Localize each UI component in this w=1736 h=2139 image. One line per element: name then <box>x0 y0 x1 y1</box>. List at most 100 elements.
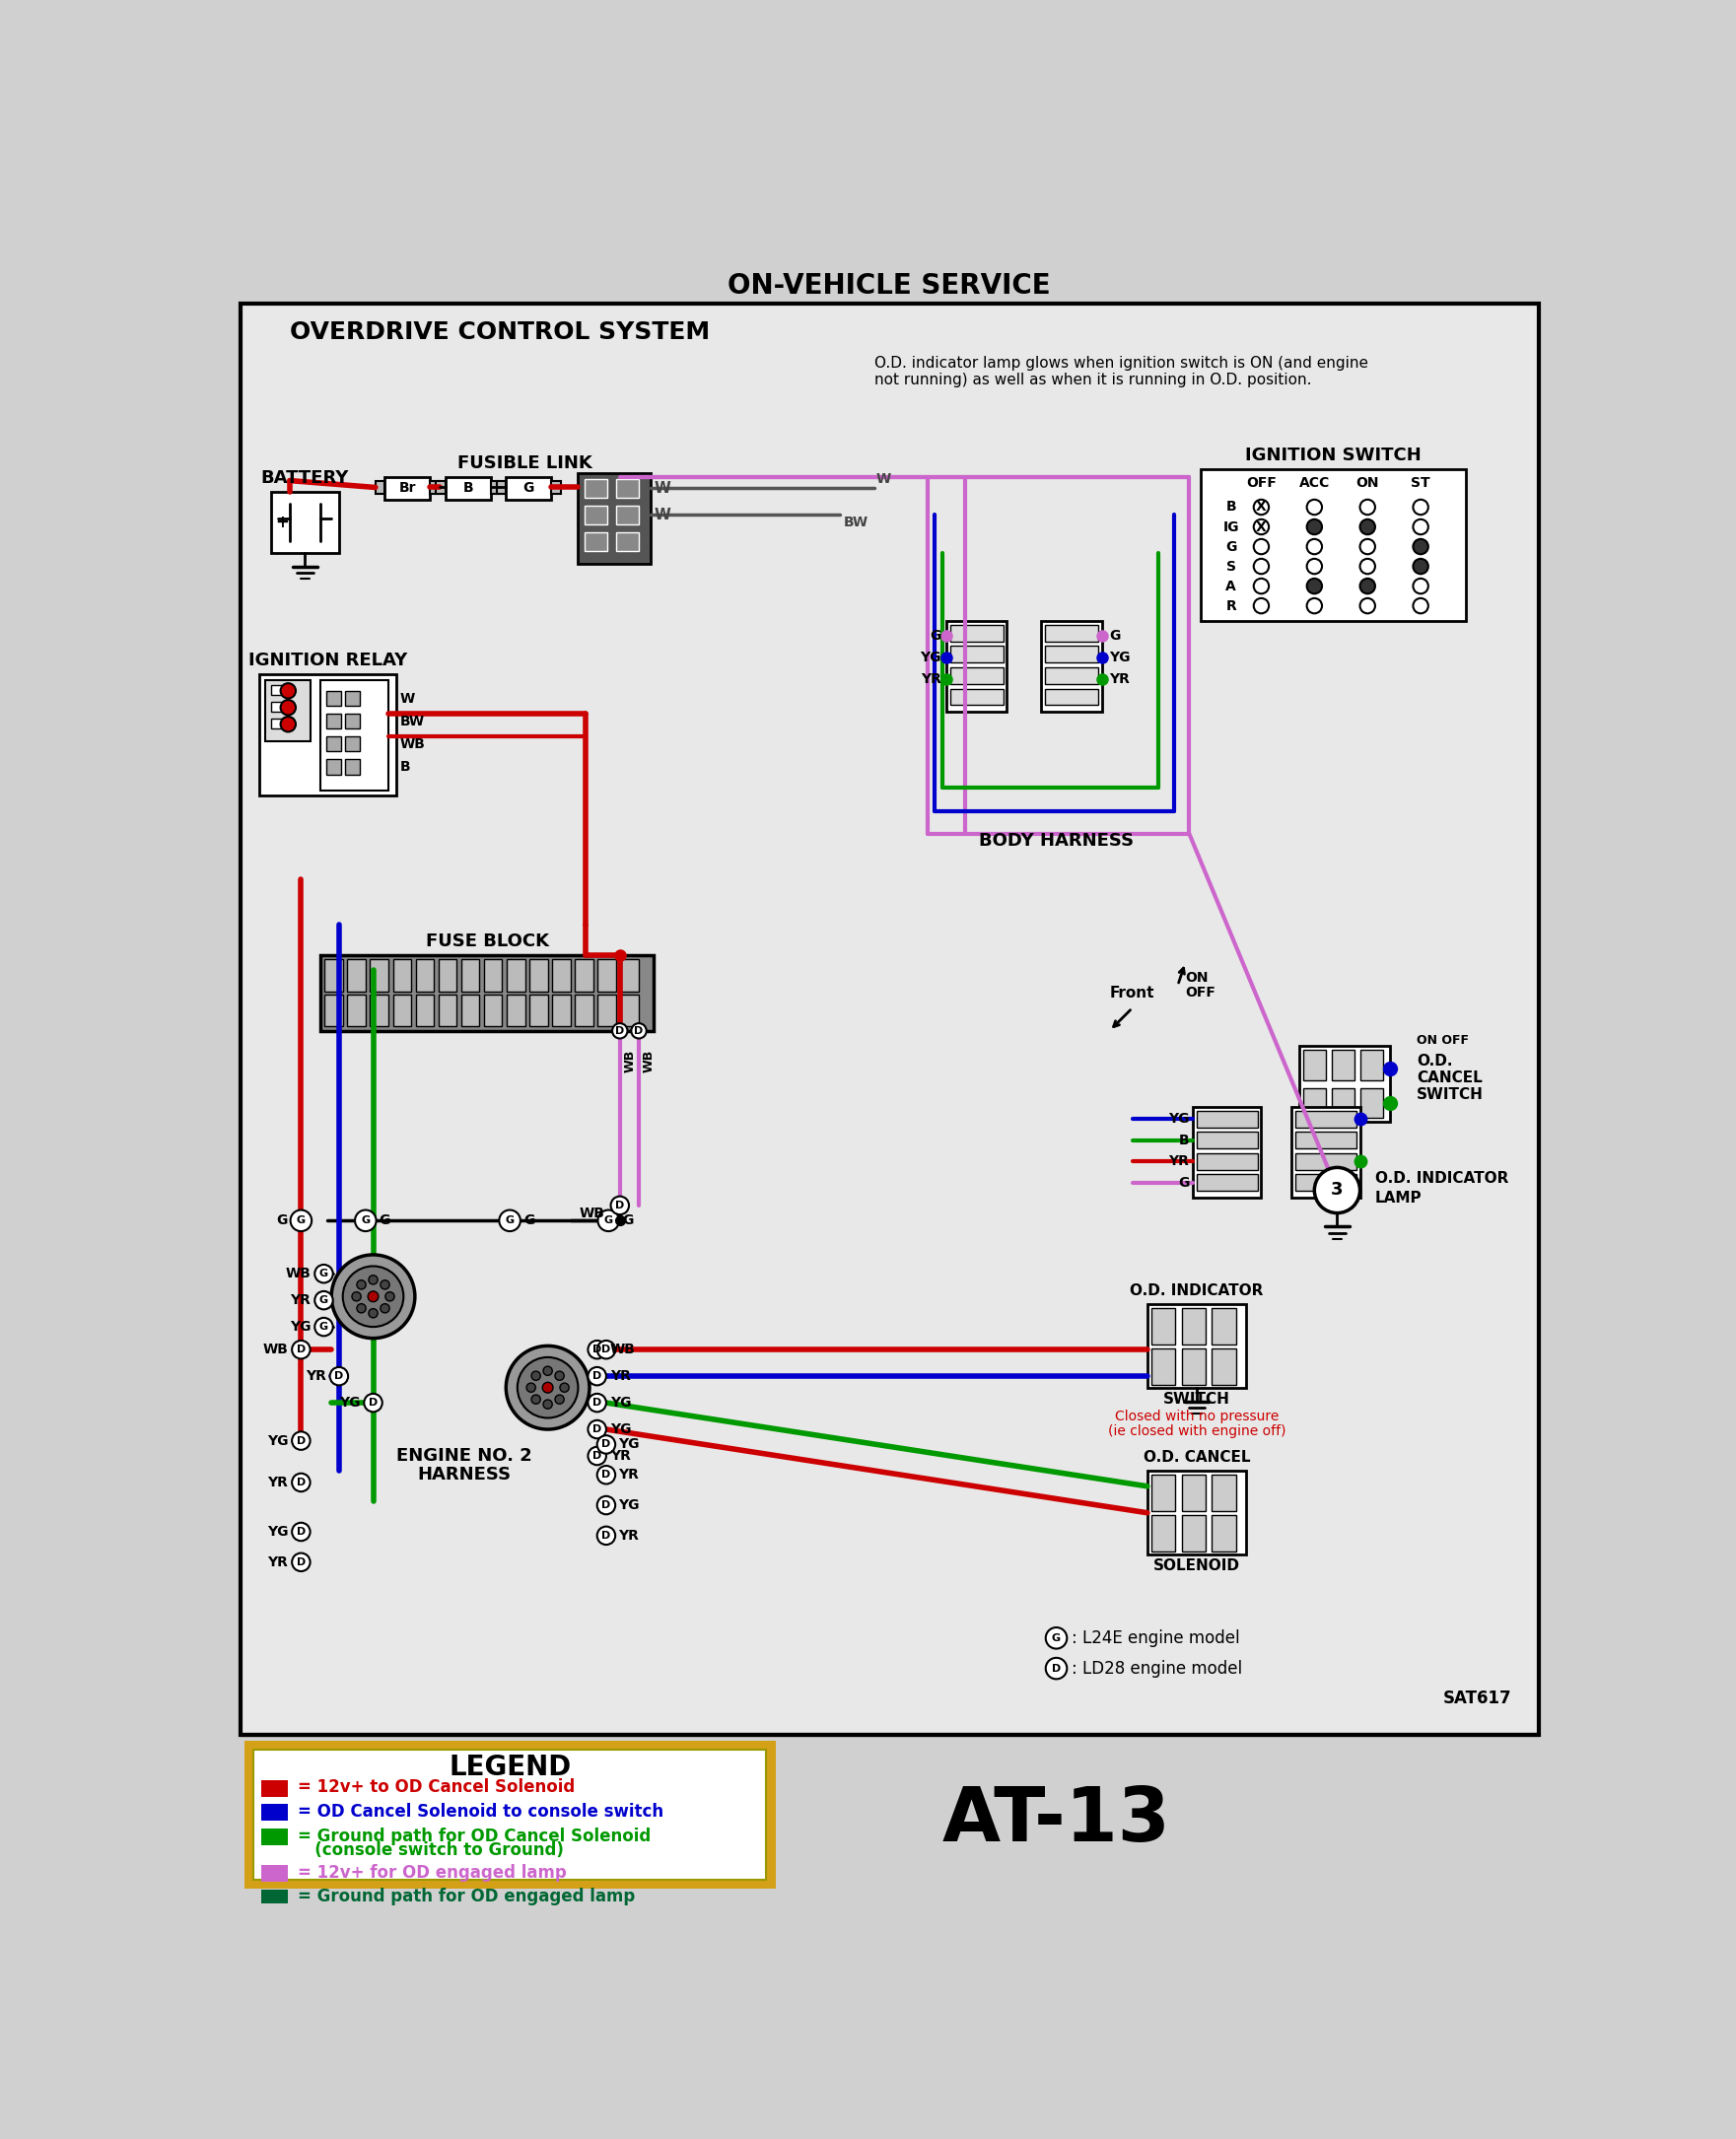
Circle shape <box>314 1292 333 1309</box>
Text: D: D <box>335 1371 344 1382</box>
Circle shape <box>1413 501 1429 515</box>
Text: IGNITION RELAY: IGNITION RELAY <box>248 652 406 670</box>
Text: G: G <box>361 1215 370 1226</box>
Text: D: D <box>602 1499 611 1510</box>
Circle shape <box>365 1395 382 1412</box>
Circle shape <box>500 1211 521 1232</box>
Bar <box>585 505 608 524</box>
Bar <box>375 481 385 494</box>
Text: SAT617: SAT617 <box>1443 1690 1512 1707</box>
Circle shape <box>505 1345 590 1429</box>
Text: OVERDRIVE CONTROL SYSTEM: OVERDRIVE CONTROL SYSTEM <box>290 321 710 344</box>
Text: G: G <box>276 1213 288 1228</box>
Bar <box>325 960 342 990</box>
Text: OFF: OFF <box>1186 986 1215 999</box>
Circle shape <box>597 1341 615 1358</box>
Circle shape <box>526 1384 536 1392</box>
Text: YR: YR <box>609 1369 630 1384</box>
Bar <box>1045 625 1099 642</box>
Text: YG: YG <box>1168 1112 1189 1125</box>
Text: D: D <box>602 1440 611 1450</box>
Bar <box>347 995 366 1027</box>
Bar <box>271 702 286 712</box>
Text: B: B <box>1179 1134 1189 1147</box>
Circle shape <box>613 1022 627 1037</box>
Bar <box>1304 1089 1326 1119</box>
Text: G: G <box>1226 539 1236 554</box>
Bar <box>319 954 654 1031</box>
Circle shape <box>292 1431 311 1450</box>
Text: D: D <box>602 1469 611 1480</box>
Text: G: G <box>319 1322 328 1333</box>
Circle shape <box>358 1305 366 1313</box>
Bar <box>370 995 389 1027</box>
Bar <box>1212 1348 1236 1384</box>
Circle shape <box>556 1371 564 1380</box>
Bar <box>1045 689 1099 706</box>
Circle shape <box>1359 539 1375 554</box>
Bar <box>1212 1476 1236 1512</box>
Bar <box>496 481 505 494</box>
Bar <box>266 680 311 740</box>
Bar <box>271 719 286 729</box>
Text: D: D <box>297 1345 306 1354</box>
Text: D: D <box>615 1027 625 1035</box>
Text: ON-VEHICLE SERVICE: ON-VEHICLE SERVICE <box>727 272 1050 299</box>
Bar <box>1151 1307 1175 1343</box>
Circle shape <box>556 1395 564 1403</box>
Text: O.D.: O.D. <box>1417 1055 1453 1070</box>
Bar <box>507 960 524 990</box>
Bar <box>597 960 616 990</box>
Text: D: D <box>602 1345 611 1354</box>
Polygon shape <box>1094 971 1246 1061</box>
Text: WB: WB <box>580 1206 604 1219</box>
Text: : LD28 engine model: : LD28 engine model <box>1071 1660 1243 1677</box>
Text: G: G <box>930 629 941 644</box>
Circle shape <box>1307 578 1323 595</box>
Text: = Ground path for OD Cancel Solenoid: = Ground path for OD Cancel Solenoid <box>297 1827 651 1846</box>
Text: D: D <box>1052 1664 1061 1673</box>
Circle shape <box>1413 599 1429 614</box>
Text: (console switch to Ground): (console switch to Ground) <box>297 1842 562 1859</box>
Text: WB: WB <box>262 1343 288 1356</box>
Bar <box>1147 1472 1246 1555</box>
Circle shape <box>1307 501 1323 515</box>
Circle shape <box>281 699 295 714</box>
Circle shape <box>561 1384 569 1392</box>
Bar <box>385 477 431 501</box>
Text: YR: YR <box>290 1294 311 1307</box>
Text: Br: Br <box>399 481 417 494</box>
Text: = Ground path for OD engaged lamp: = Ground path for OD engaged lamp <box>297 1889 635 1906</box>
Circle shape <box>314 1264 333 1283</box>
Text: D: D <box>297 1527 306 1536</box>
Text: BODY HARNESS: BODY HARNESS <box>979 832 1134 849</box>
Circle shape <box>597 1211 620 1232</box>
Text: CANCEL: CANCEL <box>1417 1070 1483 1084</box>
Text: S: S <box>1226 560 1236 573</box>
Text: ON: ON <box>1356 477 1378 490</box>
Bar <box>392 960 411 990</box>
Circle shape <box>632 1022 646 1037</box>
Bar <box>505 477 552 501</box>
Circle shape <box>1253 539 1269 554</box>
Circle shape <box>354 1211 377 1232</box>
Circle shape <box>1359 578 1375 595</box>
Text: R: R <box>1226 599 1236 612</box>
Bar <box>260 1829 288 1846</box>
Bar <box>253 1750 766 1880</box>
Circle shape <box>589 1341 606 1358</box>
Text: G: G <box>1052 1634 1061 1643</box>
Text: D: D <box>592 1371 602 1382</box>
Bar <box>392 995 411 1027</box>
Text: OFF: OFF <box>1246 477 1276 490</box>
Bar <box>1361 1089 1384 1119</box>
Text: FUSIBLE LINK: FUSIBLE LINK <box>458 453 592 473</box>
Text: G: G <box>524 1213 535 1228</box>
Circle shape <box>1359 501 1375 515</box>
Text: HARNESS: HARNESS <box>417 1465 510 1484</box>
Text: X: X <box>1255 520 1267 535</box>
Text: O.D. CANCEL: O.D. CANCEL <box>1144 1450 1250 1465</box>
Circle shape <box>1359 558 1375 573</box>
Bar <box>260 1865 288 1882</box>
Bar <box>585 533 608 552</box>
